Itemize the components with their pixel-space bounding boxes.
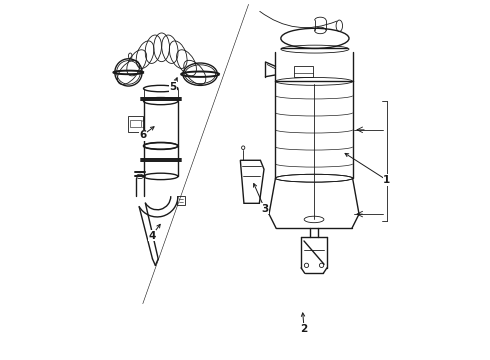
Bar [177,196,185,205]
Bar [294,66,313,77]
Bar [130,120,141,127]
Text: 2: 2 [300,324,308,334]
Text: 5: 5 [170,82,177,92]
Text: 3: 3 [261,204,269,214]
Text: 1: 1 [383,175,390,185]
Bar [128,116,143,132]
Text: 6: 6 [139,130,147,140]
Text: 4: 4 [148,231,155,240]
